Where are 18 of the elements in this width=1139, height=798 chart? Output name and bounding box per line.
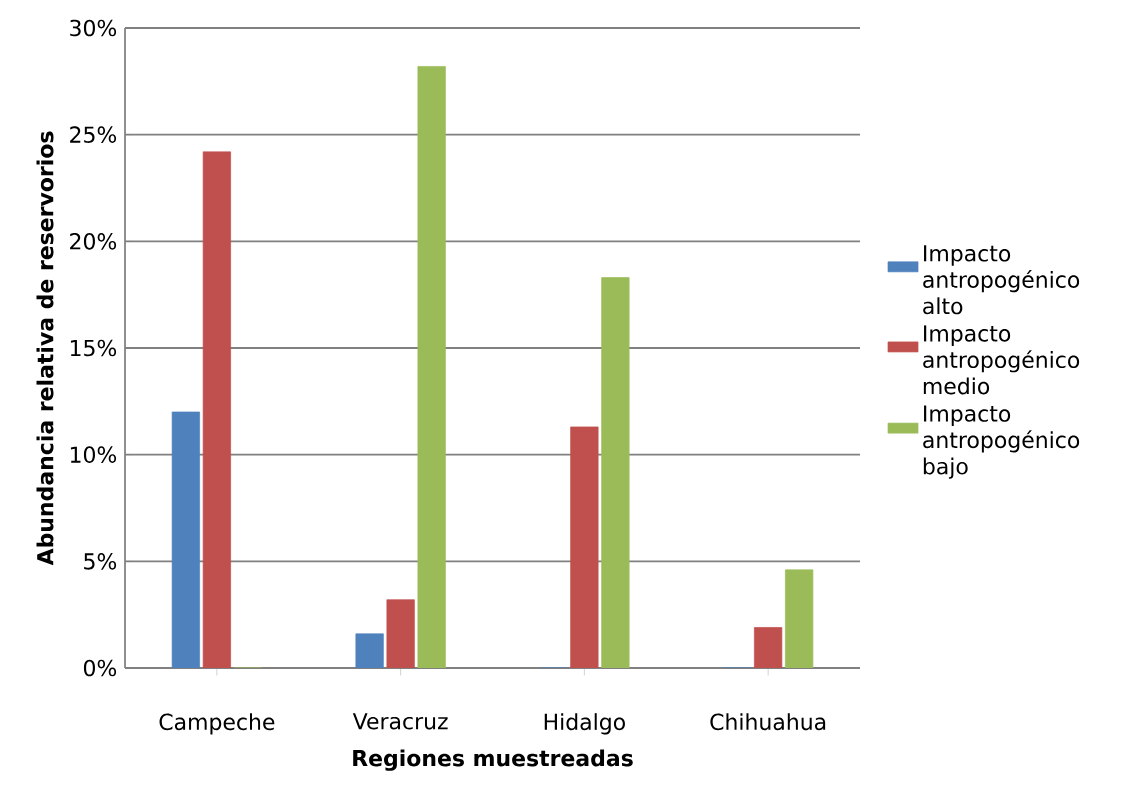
- y-axis-title: Abundancia relativa de reservorios: [36, 131, 54, 566]
- y-tick-label: 5%: [84, 553, 117, 570]
- bar: [355, 633, 384, 668]
- x-axis-title: Regiones muestreadas: [353, 749, 633, 771]
- bar: [171, 411, 200, 668]
- legend-label: Impacto antropogénico bajo: [923, 405, 1080, 479]
- x-tick-label: Chihuahua: [710, 713, 826, 731]
- x-tick-label: Campeche: [159, 713, 275, 735]
- legend-label: Impacto antropogénico medio: [923, 325, 1080, 395]
- y-tick-label: 25%: [70, 126, 117, 143]
- legend-label: Impacto antropogénico alto: [923, 245, 1080, 315]
- x-tick-label: Hidalgo: [544, 713, 625, 735]
- x-tick-label: Veracruz: [352, 713, 448, 730]
- y-tick-label: 20%: [70, 233, 117, 250]
- y-tick-label: 15%: [70, 339, 117, 357]
- y-tick-label: 30%: [70, 19, 117, 37]
- y-tick-label: 10%: [70, 446, 117, 463]
- y-tick-label: 0%: [83, 659, 117, 677]
